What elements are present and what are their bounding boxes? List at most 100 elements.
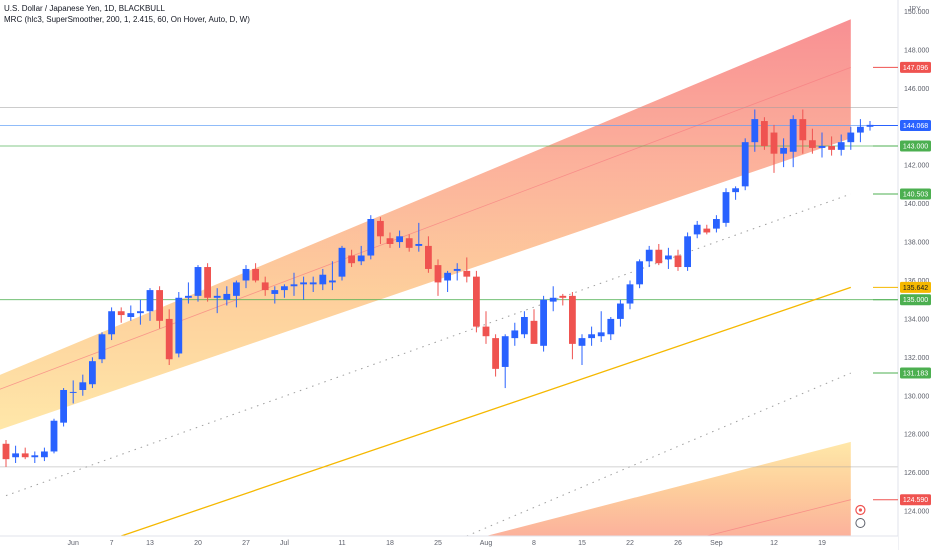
candle[interactable] [482, 311, 490, 344]
candle[interactable] [290, 272, 298, 296]
candle[interactable] [645, 245, 653, 268]
candle[interactable] [780, 138, 787, 168]
candle[interactable] [569, 292, 576, 360]
candle[interactable] [530, 309, 538, 344]
candle[interactable] [751, 109, 759, 152]
candle[interactable] [271, 286, 279, 304]
candle[interactable] [98, 332, 106, 364]
time-axis[interactable]: Jun 7 13 20 27 Jul 11 18 25 Aug 8 15 22 26 Sep 12 19 [0, 535, 898, 550]
indicator-legend[interactable]: MRC (hlc3, SuperSmoother, 200, 1, 2.415,… [4, 15, 250, 24]
candle[interactable] [41, 447, 48, 462]
candle[interactable] [242, 265, 250, 289]
candle[interactable] [713, 215, 720, 233]
candle[interactable] [857, 119, 864, 143]
candle[interactable] [252, 263, 259, 283]
candle[interactable] [405, 234, 413, 252]
candle[interactable] [626, 280, 634, 310]
price-axis[interactable]: JPY 124.000 126.000 128.000 130.000 132.000 13… [897, 0, 932, 550]
candle[interactable] [521, 311, 528, 339]
candle[interactable] [79, 374, 87, 396]
candle[interactable] [684, 232, 691, 271]
candle[interactable] [146, 288, 154, 321]
candle[interactable] [828, 136, 835, 156]
candle[interactable] [703, 224, 711, 235]
candle[interactable] [444, 270, 451, 293]
candle[interactable] [415, 222, 423, 252]
candle[interactable] [732, 186, 739, 200]
candle[interactable] [89, 357, 96, 389]
candle[interactable] [223, 286, 231, 306]
candle[interactable] [50, 418, 58, 454]
candle[interactable] [348, 249, 355, 268]
candle[interactable] [809, 128, 816, 154]
candle[interactable] [386, 232, 394, 248]
candle[interactable] [357, 245, 365, 266]
candlesticks[interactable] [2, 109, 874, 467]
candle[interactable] [396, 230, 403, 248]
flag-icon[interactable] [855, 518, 866, 528]
candle[interactable] [847, 126, 855, 150]
candle[interactable] [338, 245, 346, 281]
candle[interactable] [300, 276, 307, 300]
candle[interactable] [549, 286, 557, 312]
candle[interactable] [655, 243, 663, 266]
candle[interactable] [319, 268, 327, 291]
candle[interactable] [473, 270, 480, 333]
candle[interactable] [578, 334, 586, 366]
candle[interactable] [329, 261, 336, 291]
candle[interactable] [377, 217, 384, 244]
candle[interactable] [453, 263, 461, 281]
candle[interactable] [194, 265, 202, 302]
candle[interactable] [511, 322, 519, 346]
candle[interactable] [213, 288, 221, 314]
candle[interactable] [818, 132, 826, 158]
candle[interactable] [233, 280, 240, 308]
candle[interactable] [367, 215, 375, 260]
candle[interactable] [617, 299, 624, 327]
candle[interactable] [492, 334, 499, 377]
candle[interactable] [559, 293, 567, 306]
candle[interactable] [636, 259, 643, 289]
candle[interactable] [108, 307, 115, 341]
candle[interactable] [770, 124, 778, 173]
candle[interactable] [866, 121, 874, 131]
candle[interactable] [761, 117, 768, 150]
candle[interactable] [261, 276, 269, 296]
candle[interactable] [175, 292, 183, 358]
candle[interactable] [185, 282, 192, 304]
candle[interactable] [665, 247, 672, 269]
candle[interactable] [281, 284, 288, 298]
candle[interactable] [722, 188, 730, 227]
price-labels: 147.096 144.068 143.000 140.503 135.642 135.0… [855, 61, 931, 528]
y-tick-label: 148.000 [904, 47, 929, 54]
candle[interactable] [789, 115, 797, 168]
candle[interactable] [309, 276, 317, 293]
candle[interactable] [117, 307, 125, 323]
candle[interactable] [12, 445, 19, 463]
candle[interactable] [434, 259, 442, 296]
candle[interactable] [2, 439, 10, 467]
candle[interactable] [21, 447, 29, 460]
candle[interactable] [165, 309, 173, 366]
candle[interactable] [463, 257, 471, 283]
candle[interactable] [60, 388, 67, 427]
candle[interactable] [127, 305, 135, 321]
candle[interactable] [837, 134, 845, 156]
candle[interactable] [693, 220, 701, 239]
candle[interactable] [501, 334, 509, 389]
candle[interactable] [69, 380, 77, 404]
candle[interactable] [540, 295, 547, 352]
candle[interactable] [597, 311, 605, 342]
candle[interactable] [425, 236, 432, 273]
candle[interactable] [674, 249, 682, 271]
candle[interactable] [607, 316, 615, 341]
candle[interactable] [156, 286, 163, 329]
candle[interactable] [741, 138, 749, 191]
candle[interactable] [31, 451, 39, 463]
candle[interactable] [799, 109, 807, 154]
candle[interactable] [137, 299, 144, 325]
candle[interactable] [588, 326, 595, 346]
candle[interactable] [204, 263, 211, 302]
